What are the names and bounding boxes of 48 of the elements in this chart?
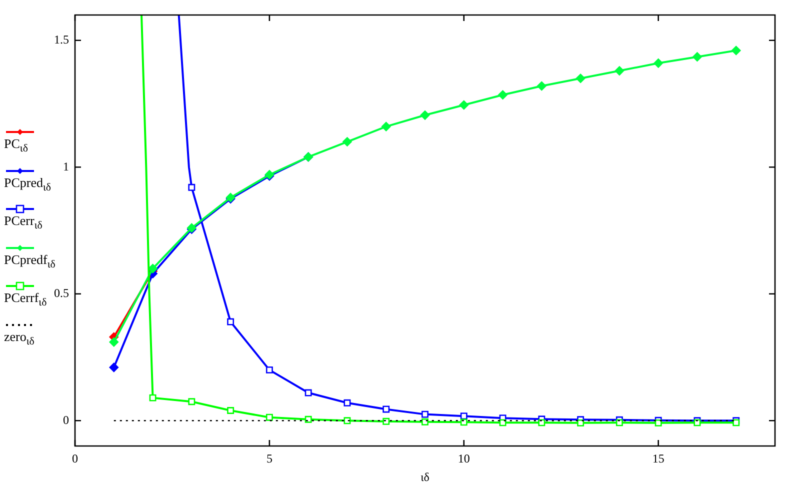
point: [577, 419, 584, 426]
point: [109, 362, 119, 372]
legend-label: PCerr$_{ιδ}$: [4, 213, 44, 232]
legend-label: zero$_{ιδ}$: [4, 328, 36, 348]
point: [692, 52, 702, 62]
point: [460, 412, 468, 420]
point: [227, 407, 234, 414]
point: [382, 418, 390, 425]
point: [614, 66, 624, 76]
x-tick-label: 0: [72, 451, 78, 466]
legend-label: PC$_{ιδ}$: [4, 136, 29, 155]
point: [188, 398, 196, 406]
point: [731, 46, 741, 56]
legend-label: PCerrf$_{ιδ}$: [4, 290, 48, 309]
point: [422, 418, 428, 426]
x-tick-label: 5: [266, 451, 272, 466]
point: [498, 90, 508, 100]
point: [654, 419, 662, 426]
point: [420, 110, 430, 120]
point: [459, 100, 469, 110]
point: [537, 81, 546, 91]
point: [109, 337, 119, 347]
point: [344, 399, 351, 406]
point: [381, 122, 391, 132]
point: [227, 318, 234, 326]
x-tick-label: 15: [652, 451, 664, 466]
legend-label: PCpred$_{ιδ}$: [4, 174, 52, 194]
point: [422, 410, 428, 418]
y-tick-label: 0: [63, 412, 69, 427]
point: [304, 416, 312, 423]
x-axis-title: ιδ: [420, 470, 430, 484]
legend-label: PCpredf$_{ιδ}$: [4, 252, 56, 270]
point: [344, 417, 351, 424]
point: [266, 366, 273, 374]
point: [304, 389, 312, 396]
point: [266, 414, 273, 421]
y-tick-label: 1.5: [54, 32, 69, 47]
point: [576, 74, 586, 84]
point: [148, 264, 158, 274]
y-tick-label: 0.5: [54, 286, 69, 300]
point: [188, 184, 196, 191]
point: [499, 419, 506, 426]
point: [382, 406, 390, 413]
x-tick-label: 10: [458, 451, 470, 466]
point: [654, 58, 663, 68]
point: [149, 394, 156, 402]
y-tick-label: 1: [63, 159, 69, 174]
point: [342, 137, 352, 146]
